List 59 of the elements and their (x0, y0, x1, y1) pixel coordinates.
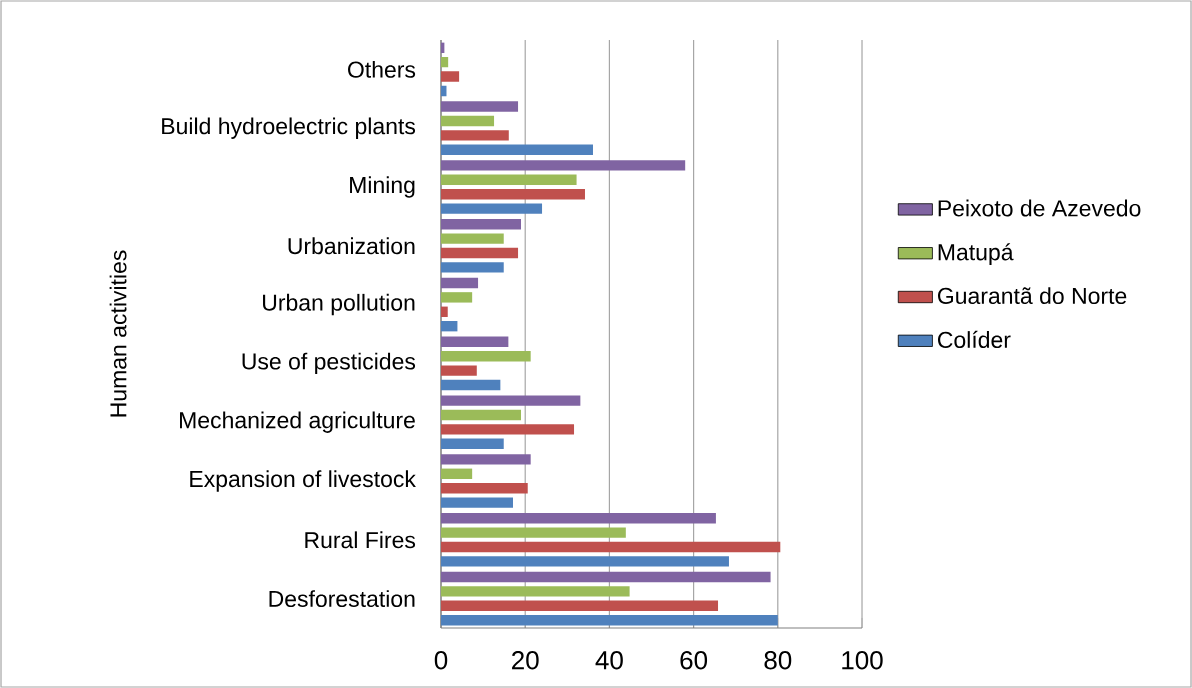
bar (441, 409, 521, 421)
x-tick-label: 80 (764, 651, 792, 670)
y-tick-label: Urban pollution (263, 293, 415, 316)
legend-label: Guarantã do Norte (937, 287, 1127, 305)
bar (441, 306, 448, 317)
bar (441, 571, 771, 583)
bar (441, 174, 577, 185)
legend-label: Matupá (938, 243, 1014, 265)
legend-label: Colíder (937, 330, 1011, 348)
bar (441, 365, 477, 376)
bar (441, 130, 509, 141)
bar (441, 600, 719, 611)
bar (441, 395, 581, 406)
x-tick-label: 60 (680, 651, 708, 670)
bar (441, 247, 519, 259)
y-tick-label: Urbanization (288, 237, 415, 255)
bar (441, 277, 479, 289)
bar (441, 586, 630, 597)
bar (441, 115, 495, 127)
y-tick-label: Others (348, 60, 416, 78)
bar (441, 454, 531, 465)
bar (441, 188, 585, 200)
bar (441, 160, 686, 171)
y-tick-label: Rural Fires (305, 531, 416, 549)
x-tick-label: 100 (842, 651, 883, 670)
bar (441, 320, 458, 332)
bar (441, 614, 778, 626)
legend-label: Peixoto de Azevedo (938, 199, 1141, 217)
y-tick-label: Mechanized agriculture (180, 411, 415, 433)
bar (441, 101, 519, 112)
bar (441, 468, 473, 479)
y-tick-label: Mining (350, 176, 415, 198)
y-tick-label: Use of pesticides (242, 352, 416, 375)
x-tick-label: 20 (512, 651, 539, 670)
y-tick-label: Build hydroelectric plants (162, 117, 416, 139)
bar (441, 497, 513, 508)
bar (441, 556, 729, 567)
bar (441, 292, 473, 303)
bar (441, 336, 509, 347)
y-axis-title: Human activities (109, 250, 127, 417)
x-tick-label: 40 (595, 651, 623, 670)
bar (441, 56, 449, 68)
bar (441, 262, 504, 273)
x-tick-label: 0 (434, 651, 448, 670)
bar (441, 541, 781, 553)
y-tick-label: Desforestation (269, 590, 415, 608)
bar (441, 233, 504, 244)
bar (441, 438, 504, 449)
bar (441, 71, 460, 82)
bar (441, 527, 626, 538)
bar (441, 379, 501, 391)
bar (441, 424, 575, 435)
bar (441, 218, 521, 230)
bar (441, 203, 543, 214)
y-tick-label: Expansion of livestock (190, 470, 416, 492)
bar (441, 482, 528, 494)
bar (441, 350, 531, 362)
bar (441, 144, 593, 155)
bar (441, 512, 716, 524)
